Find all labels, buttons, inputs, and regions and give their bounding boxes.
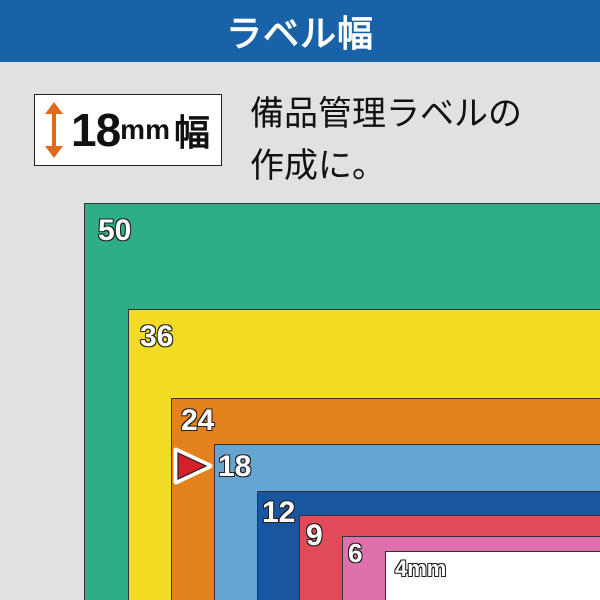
- red-triangle-pointer-icon: [173, 447, 213, 485]
- tape-label-50: 50: [97, 213, 132, 247]
- description-line-1: 備品管理ラベルの: [250, 94, 522, 134]
- tape-label-12: 12: [261, 495, 296, 529]
- badge-unit: mm: [120, 114, 170, 145]
- label-width-badge: 18 mm 幅: [34, 94, 222, 166]
- header-bar: ラベル幅: [0, 0, 600, 62]
- tape-label-6: 6: [347, 537, 363, 568]
- description-line-2: 作成に。: [250, 146, 386, 186]
- badge-kanji: 幅: [173, 113, 210, 154]
- tape-label-18: 18: [217, 449, 252, 483]
- tape-label-4: 4mm: [394, 555, 447, 581]
- badge-number: 18: [71, 104, 121, 156]
- description: 備品管理ラベルの 作成に。: [250, 88, 590, 192]
- tape-label-9: 9: [305, 518, 323, 552]
- double-arrow-icon: [45, 102, 63, 158]
- tape-4: [385, 551, 600, 600]
- page-title: ラベル幅: [225, 14, 374, 55]
- tape-label-36: 36: [139, 319, 174, 353]
- tape-label-24: 24: [180, 403, 215, 437]
